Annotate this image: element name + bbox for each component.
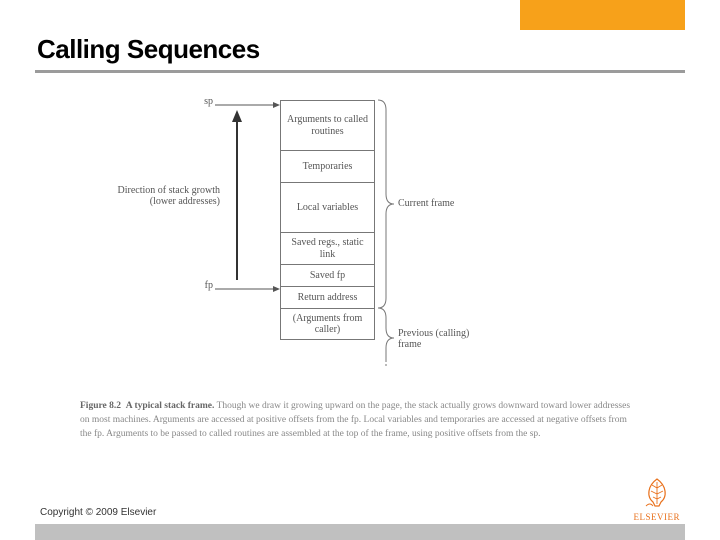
elsevier-logo: ELSEVIER (634, 476, 681, 522)
fp-arrow-icon (215, 285, 280, 293)
title-underline (35, 70, 685, 73)
title-bar: Calling Sequences (35, 30, 685, 70)
previous-frame-label: Previous (calling) frame (398, 328, 469, 350)
current-frame-brace-icon (376, 100, 394, 308)
previous-frame-brace-icon (376, 308, 394, 368)
figure-caption: Figure 8.2 A typical stack frame. Though… (80, 400, 640, 441)
previous-frame-line2: frame (398, 339, 421, 350)
elsevier-logo-text: ELSEVIER (634, 512, 681, 522)
stack-box-saved-regs: Saved regs., static link (280, 232, 375, 264)
figure-title: A typical stack frame. (126, 401, 215, 411)
stack-frame-diagram: Arguments to called routines Temporaries… (80, 100, 640, 400)
footer-gray-bar (35, 524, 685, 540)
growth-label-line2: (lower addresses) (150, 196, 220, 207)
stack-column: Arguments to called routines Temporaries… (280, 100, 375, 340)
growth-arrow-icon (230, 110, 244, 280)
stack-box-return-addr: Return address (280, 286, 375, 308)
stack-box-args-in: (Arguments from caller) (280, 308, 375, 340)
sp-label: sp (188, 96, 213, 107)
sp-arrow-icon (215, 101, 280, 109)
growth-label-line1: Direction of stack growth (118, 185, 220, 196)
stack-box-args-out: Arguments to called routines (280, 100, 375, 150)
stack-box-saved-fp: Saved fp (280, 264, 375, 286)
growth-label: Direction of stack growth (lower address… (60, 185, 220, 207)
copyright-text: Copyright © 2009 Elsevier (40, 507, 156, 518)
current-frame-label: Current frame (398, 198, 454, 209)
elsevier-tree-icon (640, 476, 674, 510)
header-orange-block (520, 0, 685, 30)
stack-box-locals: Local variables (280, 182, 375, 232)
figure-number: Figure 8.2 (80, 401, 121, 411)
stack-box-temporaries: Temporaries (280, 150, 375, 182)
fp-label: fp (188, 280, 213, 291)
previous-frame-line1: Previous (calling) (398, 328, 469, 339)
page-title: Calling Sequences (35, 30, 685, 65)
